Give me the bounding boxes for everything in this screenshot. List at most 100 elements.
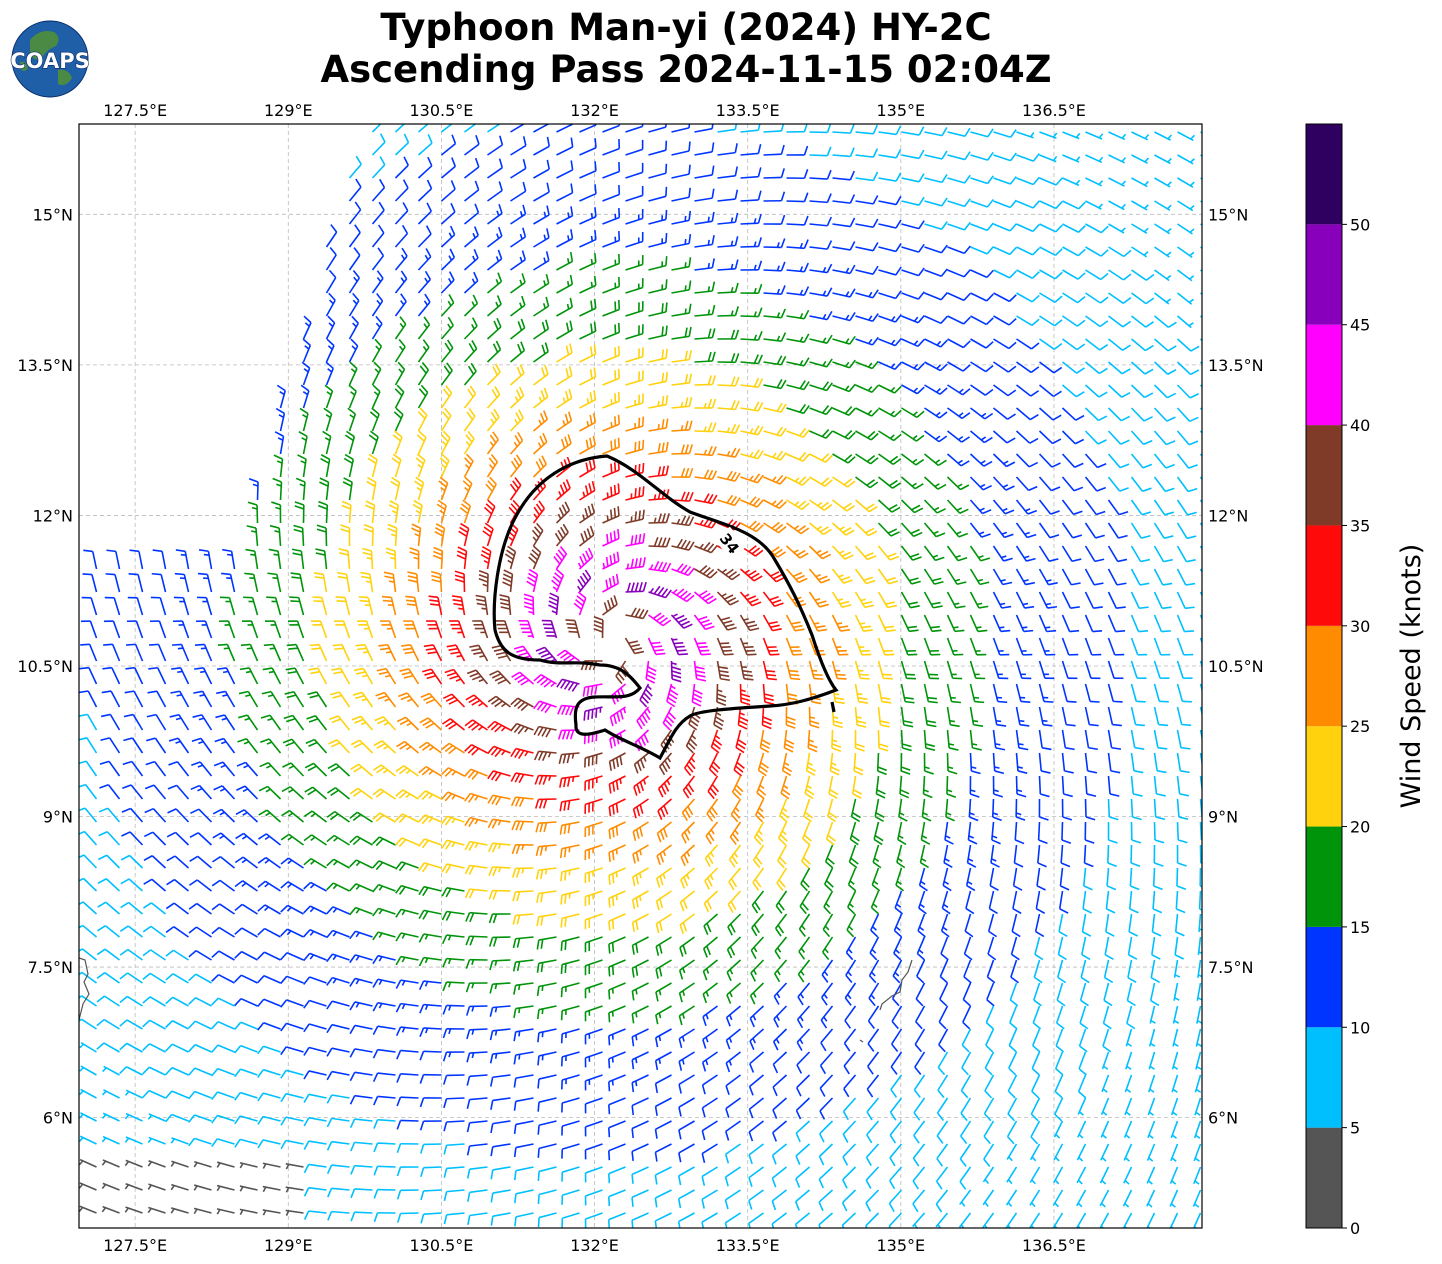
wind-barb [510,295,526,317]
wind-barb [533,342,549,363]
wind-barb [717,259,739,271]
wind-barb [1176,407,1199,423]
wind-barb [947,269,971,278]
wind-barb [556,160,574,179]
wind-barb [348,201,362,225]
wind-barb [1016,223,1040,233]
wind-barb [509,409,524,432]
wind-barb [602,345,621,363]
wind-barb [1016,246,1040,256]
wind-barb [671,303,692,317]
wind-barb [832,288,856,298]
wind-barb [947,198,971,208]
wind-barb [394,133,410,156]
wind-barb [717,166,739,179]
wind-barb [1199,430,1202,435]
wind-barb [1108,200,1126,211]
wind-barb [463,317,478,340]
lon-tick-label-top: 135°E [877,101,926,120]
wind-barb [993,292,1017,303]
wind-barb [579,275,597,294]
wind-barb [1062,338,1086,351]
wind-barb [602,253,621,271]
wind-barb [924,430,948,443]
wind-barb [809,381,833,392]
wind-barb [1108,269,1132,281]
wind-barb [463,408,476,432]
wind-barb [809,240,833,250]
wind-barb [924,127,948,137]
lat-tick-label-left: 7.5°N [28,958,73,977]
wind-barb [440,294,455,317]
wind-barb [970,361,994,373]
wind-barb [579,161,597,179]
wind-barb [348,315,359,340]
wind-barb [970,246,994,255]
wind-barb [394,316,407,340]
wind-barb [878,384,902,394]
wind-barb [533,136,551,156]
wind-barb [440,248,456,271]
wind-barb [1085,315,1109,328]
wind-barb [1016,361,1040,374]
wind-barb [1107,407,1131,422]
wind-barb [1177,200,1195,212]
coaps-logo: COAPS [10,20,90,98]
wind-barb [901,314,925,324]
title-line-1: Typhoon Man-yi (2024) HY-2C [380,6,991,49]
wind-barb [671,210,692,225]
wind-barb [417,293,431,317]
wind-barb [1177,269,1195,282]
wind-barb [1200,246,1202,250]
wind-barb [786,145,809,156]
wind-barb [1015,407,1039,421]
wind-barb [625,124,644,133]
wind-barb [832,312,856,322]
wind-barb [832,241,856,251]
wind-barb [1084,407,1108,422]
colorbar-bin [1306,826,1342,927]
wind-barb [533,319,550,340]
wind-barb [694,328,716,340]
wind-barb [486,386,501,409]
wind-barb [671,326,692,340]
wind-barb [487,226,503,248]
wind-barb [1154,177,1172,188]
wind-barb [556,183,574,202]
wind-barb [901,243,925,253]
wind-barbs [79,124,1202,1228]
wind-barb [602,299,621,317]
wind-barb [855,407,879,417]
wind-barb [786,333,810,343]
wind-barb [1108,315,1132,328]
wind-barb [394,270,408,294]
wind-barb [648,325,668,340]
wind-barb [855,360,879,370]
wind-barb [947,407,971,420]
wind-barb [901,149,925,160]
wind-barb [694,142,715,156]
wind-barb [1016,292,1040,303]
wind-barb [855,171,879,182]
wind-barb [579,321,597,340]
wind-barb [763,238,786,249]
wind-barb [855,195,879,205]
wind-barb [947,384,971,396]
wind-barb [809,334,833,344]
wind-barb [533,251,550,271]
wind-barb [579,344,597,363]
wind-barb [371,384,381,409]
wind-barb [440,180,456,202]
wind-barb [717,376,740,387]
wind-barb [487,181,503,202]
wind-barb [786,192,809,203]
wind-barb [556,320,573,340]
wind-barb [901,361,925,371]
wind-barb [694,398,717,409]
wind-barb [394,338,406,363]
wind-barb [855,430,879,441]
wind-barb [970,128,994,138]
wind-barb [440,407,452,432]
wind-barb [1200,177,1202,180]
wind-barb [878,125,902,136]
